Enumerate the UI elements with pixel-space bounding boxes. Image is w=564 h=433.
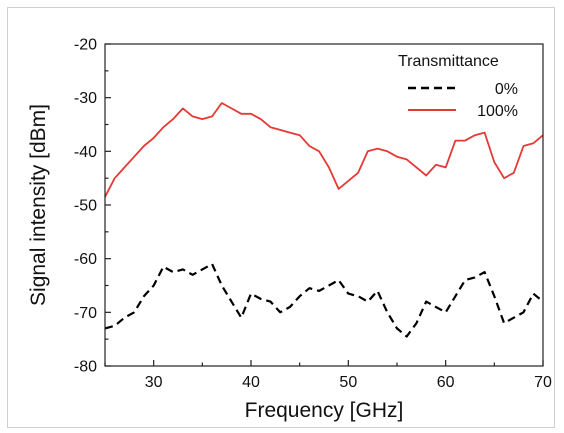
y-axis-title: Signal intensity [dBm] [27, 104, 50, 306]
legend: Transmittance 0% 100% [398, 53, 518, 120]
y-tick-label: -30 [74, 90, 97, 107]
x-tick-label: 40 [242, 374, 260, 391]
y-tick-label: -60 [74, 251, 97, 268]
legend-label-100pct: 100% [477, 103, 518, 120]
y-tick-label: -40 [74, 144, 97, 161]
x-tick-label: 50 [339, 374, 357, 391]
x-tick-label: 70 [534, 374, 552, 391]
chart-frame [7, 7, 555, 428]
x-tick-label: 30 [145, 374, 163, 391]
y-tick-label: -50 [74, 198, 97, 215]
x-axis-title: Frequency [GHz] [245, 399, 404, 422]
y-tick-label: -80 [74, 359, 97, 376]
plot-area-border [104, 43, 544, 367]
series-line-0pct [104, 262, 544, 338]
legend-title: Transmittance [398, 53, 499, 70]
chart-marks [104, 102, 544, 338]
y-tick-label: -70 [74, 305, 97, 322]
axis-ticks: 30 40 50 60 70 -80 -70 -60 -50 -40 -30 -20 [74, 37, 552, 392]
legend-label-0pct: 0% [495, 81, 518, 98]
series-line-100pct [104, 102, 544, 198]
y-tick-label: -20 [74, 37, 97, 54]
x-tick-label: 60 [437, 374, 455, 391]
